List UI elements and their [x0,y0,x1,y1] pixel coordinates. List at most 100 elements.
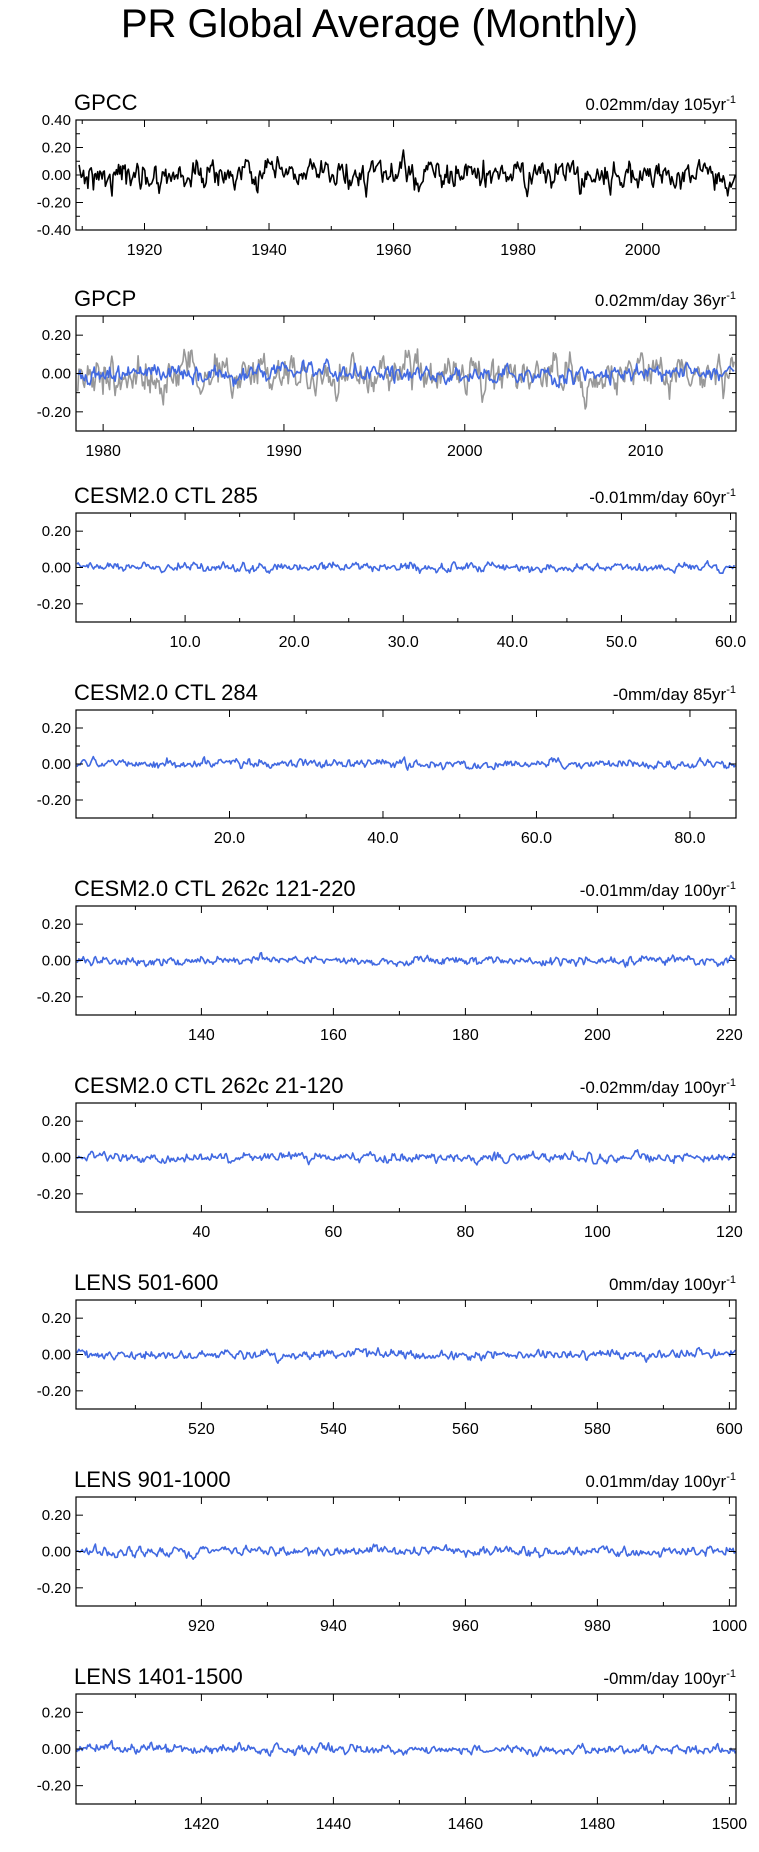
panel-9-trend-label: -0mm/day 100yr-1 [603,1668,736,1688]
panel-9-xtick-label: 1460 [448,1816,484,1833]
panel-6-xtick-label: 80 [457,1224,475,1241]
panel-6-title: CESM2.0 CTL 262c 21-120 [74,1073,343,1098]
panel-8-ytick-label: 0.20 [42,1507,71,1524]
panel-8-xtick-label: 980 [584,1618,611,1635]
figure-title: PR Global Average (Monthly) [120,2,639,46]
panel-1-ytick-label: 0.20 [42,140,71,157]
panel-3-ytick-label: 0.00 [42,560,71,577]
panel-5-xtick-label: 220 [716,1027,743,1044]
panel-5-ytick-label: 0.00 [42,953,71,970]
panel-7-xtick-label: 540 [320,1421,347,1438]
panel-1-ytick-label: -0.20 [37,195,71,212]
panel-1-series-1-line [78,149,737,198]
panel-8-series-1-line [76,1543,736,1560]
panel-2-xtick-label: 1990 [266,443,302,460]
panel-3-xtick-label: 10.0 [170,634,201,651]
panel-3-ytick-label: 0.20 [42,523,71,540]
panel-1-xtick-label: 1940 [251,242,287,259]
panel-4-ytick-label: 0.20 [42,720,71,737]
panel-2-xtick-label: 1980 [85,443,121,460]
panel-1-xtick-label: 2000 [625,242,661,259]
panel-4-xtick-label: 40.0 [367,830,398,847]
panel-3-title: CESM2.0 CTL 285 [74,483,258,508]
panel-6-xtick-label: 60 [325,1224,343,1241]
panel-8-trend-label: 0.01mm/day 100yr-1 [585,1471,736,1491]
panel-7-xtick-label: 580 [584,1421,611,1438]
panel-4-trend-label: -0mm/day 85yr-1 [613,684,736,704]
panel-5-xtick-label: 180 [452,1027,479,1044]
panel-3-trend-label: -0.01mm/day 60yr-1 [589,487,736,507]
panel-1-ytick-label: 0.00 [42,167,71,184]
panel-8-xtick-label: 1000 [712,1618,748,1635]
panel-9-xtick-label: 1440 [316,1816,352,1833]
panel-1-xtick-label: 1920 [127,242,163,259]
panel-9-xtick-label: 1500 [712,1816,748,1833]
panel-7-ytick-label: 0.00 [42,1347,71,1364]
panel-7-xtick-label: 560 [452,1421,479,1438]
panel-6-xtick-label: 120 [716,1224,743,1241]
panel-4-xtick-label: 60.0 [521,830,552,847]
panel-7-series-1-line [76,1346,736,1364]
panel-2-ytick-label: 0.20 [42,327,71,344]
panel-5-ytick-label: -0.20 [37,989,71,1006]
panel-9-title: LENS 1401-1500 [74,1664,243,1689]
panel-6-frame [75,1102,737,1213]
panel-2-title: GPCP [74,286,136,311]
panel-4-title: CESM2.0 CTL 284 [74,680,258,705]
panel-6-ytick-label: -0.20 [37,1186,71,1203]
panel-5-xtick-label: 160 [320,1027,347,1044]
panel-8-xtick-label: 920 [188,1618,215,1635]
panel-1-xtick-label: 1960 [376,242,412,259]
panel-9-ytick-label: 0.00 [42,1741,71,1758]
panel-2-ytick-label: -0.20 [37,404,71,421]
panel-2-ytick-label: 0.00 [42,366,71,383]
panel-9-xtick-label: 1420 [184,1816,220,1833]
panel-3-xtick-label: 50.0 [606,634,637,651]
panel-7-trend-label: 0mm/day 100yr-1 [609,1274,736,1294]
panel-1-ytick-label: 0.40 [42,112,71,129]
panel-4-series-1-line [76,755,736,771]
panel-5-xtick-label: 200 [584,1027,611,1044]
panel-8-title: LENS 901-1000 [74,1467,231,1492]
panel-5-title: CESM2.0 CTL 262c 121-220 [74,876,356,901]
panel-3-series-1-line [76,559,736,575]
panel-1-trend-label: 0.02mm/day 105yr-1 [585,94,736,114]
panel-3-xtick-label: 30.0 [388,634,419,651]
panel-8-ytick-label: 0.00 [42,1544,71,1561]
panel-2-xtick-label: 2010 [628,443,664,460]
panel-6-ytick-label: 0.00 [42,1150,71,1167]
panel-7-ytick-label: 0.20 [42,1310,71,1327]
panel-7-ytick-label: -0.20 [37,1383,71,1400]
panel-4-ytick-label: 0.00 [42,756,71,773]
panel-2-series-1-line [77,348,735,410]
panel-3-xtick-label: 40.0 [497,634,528,651]
panel-5-ytick-label: 0.20 [42,916,71,933]
panel-2-series-2-line [77,358,735,389]
panel-4-xtick-label: 20.0 [214,830,245,847]
panel-5-xtick-label: 140 [188,1027,215,1044]
panel-2-xtick-label: 2000 [447,443,483,460]
panel-6-ytick-label: 0.20 [42,1113,71,1130]
panel-6-series-1-line [76,1149,736,1166]
panel-8-xtick-label: 940 [320,1618,347,1635]
panel-5-trend-label: -0.01mm/day 100yr-1 [580,880,736,900]
panel-7-xtick-label: 600 [716,1421,743,1438]
panel-3-xtick-label: 60.0 [715,634,746,651]
panel-7-title: LENS 501-600 [74,1270,218,1295]
panel-4-ytick-label: -0.20 [37,792,71,809]
panel-9-ytick-label: -0.20 [37,1778,71,1795]
panel-3-xtick-label: 20.0 [279,634,310,651]
panel-1-xtick-label: 1980 [500,242,536,259]
panel-9-series-1-line [75,1739,737,1758]
panel-1-ytick-label: -0.40 [37,222,71,239]
panel-7-xtick-label: 520 [188,1421,215,1438]
panel-6-trend-label: -0.02mm/day 100yr-1 [580,1077,736,1097]
panel-2-trend-label: 0.02mm/day 36yr-1 [595,290,736,310]
panel-6-xtick-label: 100 [584,1224,611,1241]
panel-6-xtick-label: 40 [193,1224,211,1241]
panel-3-ytick-label: -0.20 [37,596,71,613]
panel-5-frame [75,905,737,1016]
panel-8-ytick-label: -0.20 [37,1580,71,1597]
panel-9-ytick-label: 0.20 [42,1704,71,1721]
